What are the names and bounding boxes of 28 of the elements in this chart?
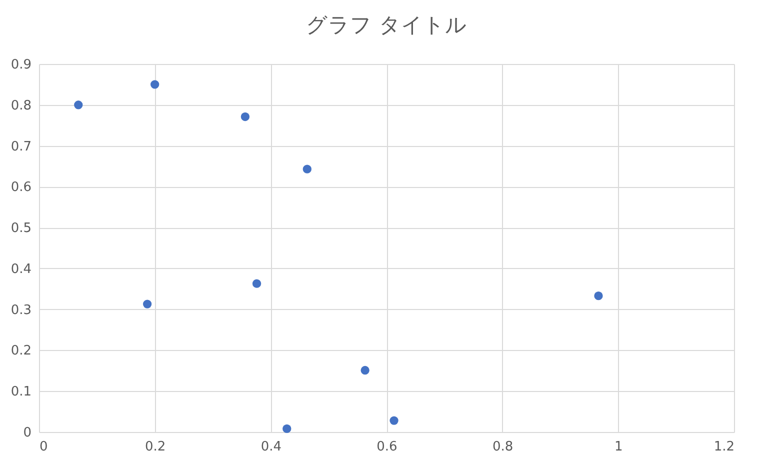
- y-tick-label: 0.5: [10, 221, 32, 236]
- point: [142, 300, 152, 308]
- y-tick-label: 0: [23, 426, 32, 440]
- y-tick-label: 0.1: [10, 384, 32, 400]
- x-tick-label: 0.2: [144, 440, 166, 454]
- point: [150, 80, 160, 89]
- y-tick-label: 0.4: [10, 262, 32, 277]
- x-tick-label: 1: [614, 440, 623, 454]
- y-tick-label: 0.8: [10, 98, 32, 114]
- y-tick-label: 0.3: [10, 302, 32, 318]
- y-tick-label: 0.6: [10, 180, 32, 196]
- y-tick-label: 0.2: [10, 344, 32, 359]
- y-tick-label: 0.7: [10, 139, 32, 154]
- y-tick-label: 0.9: [10, 58, 32, 72]
- x-tick-label: 1.2: [714, 440, 734, 454]
- point: [240, 112, 250, 122]
- x-tick-label: 0: [40, 440, 48, 454]
- point: [74, 100, 83, 110]
- x-tick-label: 0.4: [260, 440, 282, 454]
- x-tick-label: 0.6: [376, 440, 398, 454]
- chart-title: グラフ タイトル: [306, 13, 467, 37]
- point: [390, 416, 398, 425]
- point: [594, 292, 603, 300]
- x-tick-label: 0.8: [492, 440, 514, 454]
- point: [252, 279, 262, 288]
- point: [302, 164, 312, 174]
- point: [360, 366, 370, 375]
- point: [282, 424, 292, 434]
